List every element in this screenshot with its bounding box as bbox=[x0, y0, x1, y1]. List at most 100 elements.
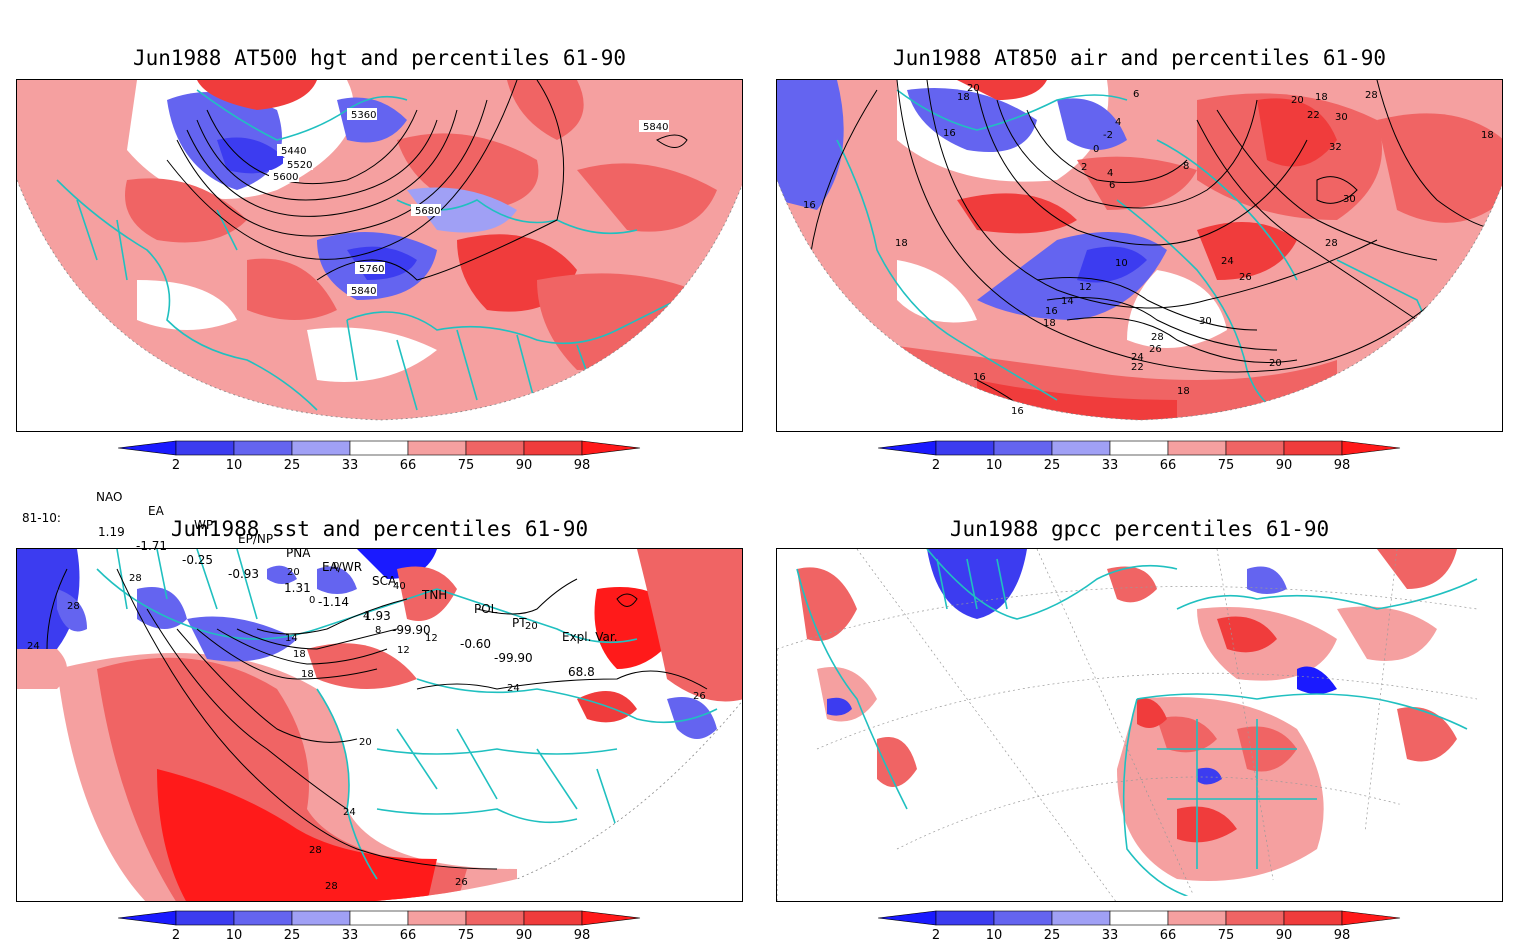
colorbar-segment bbox=[291, 440, 351, 456]
colorbar-tick-label: 98 bbox=[574, 928, 591, 943]
contour-label: 10 bbox=[1115, 258, 1128, 269]
colorbar-segment bbox=[407, 440, 467, 456]
contour-label: 20 bbox=[359, 737, 372, 748]
contour-label: 24 bbox=[27, 641, 40, 652]
contour-label: 28 bbox=[325, 881, 338, 892]
colorbar-tick-label: 10 bbox=[226, 928, 243, 943]
colorbar-tick-label: 75 bbox=[1218, 458, 1235, 473]
colorbar-tick-label: 66 bbox=[400, 928, 417, 943]
index-header: PNA bbox=[286, 546, 311, 560]
colorbar-segment bbox=[407, 910, 467, 926]
index-header: EP/NP bbox=[238, 532, 274, 546]
colorbar-segment bbox=[523, 440, 583, 456]
colorbar-arrow-low bbox=[878, 440, 937, 456]
colorbar-gpcc: 2 10 25 33 66 75 90 98 bbox=[878, 910, 1418, 946]
contour-label: 20 bbox=[967, 83, 980, 94]
panel-title-hgt: Jun1988 AT500 hgt and percentiles 61-90 bbox=[132, 46, 627, 70]
index-value: 1.19 bbox=[98, 525, 125, 539]
colorbar-segment bbox=[1109, 910, 1169, 926]
contour-label: 26 bbox=[455, 877, 468, 888]
index-value: -99.90 bbox=[392, 623, 431, 637]
colorbar-segment bbox=[993, 910, 1053, 926]
contour-label: 18 bbox=[1481, 130, 1494, 141]
colorbar-segment bbox=[1167, 910, 1227, 926]
indices-header-row: NAO EA WP EP/NP PNA EA/WR SCA TNH POL PT… bbox=[96, 476, 618, 658]
contour-label: 18 bbox=[1177, 386, 1190, 397]
contour-label: 4 bbox=[1115, 117, 1121, 128]
contour-label: 16 bbox=[803, 200, 816, 211]
contour-label: 5600 bbox=[273, 172, 298, 183]
colorbar-tick-label: 2 bbox=[932, 458, 940, 473]
contour-label: 12 bbox=[397, 645, 410, 656]
contour-label: 18 bbox=[301, 669, 314, 680]
colorbar-tick-label: 98 bbox=[1334, 458, 1351, 473]
contour-label: 20 bbox=[287, 567, 300, 578]
index-header: Expl. Var. bbox=[562, 630, 618, 644]
colorbar-segment bbox=[935, 440, 995, 456]
colorbar-tick-label: 98 bbox=[574, 458, 591, 473]
contour-label: 26 bbox=[1149, 344, 1162, 355]
index-value: 68.8 bbox=[568, 665, 595, 679]
colorbar-tick-label: 33 bbox=[342, 458, 359, 473]
panel-title-air: Jun1988 AT850 air and percentiles 61-90 bbox=[892, 46, 1387, 70]
colorbar-tick-label: 75 bbox=[1218, 928, 1235, 943]
contour-label: 0 bbox=[1093, 144, 1099, 155]
index-value: 1.31 bbox=[284, 581, 311, 595]
contour-label: 12 bbox=[1079, 282, 1092, 293]
contour-label: 32 bbox=[1329, 142, 1342, 153]
panel-title-gpcc: Jun1988 gpcc percentiles 61-90 bbox=[949, 517, 1330, 541]
colorbar-hgt: 2 10 25 33 66 75 90 98 bbox=[118, 440, 658, 476]
contour-label: 20 bbox=[1269, 358, 1282, 369]
contour-label: 8 bbox=[1183, 161, 1189, 172]
colorbar-arrow-high bbox=[1341, 440, 1401, 456]
indices-value-row: 81-10: 1.19 -1.71 -0.25 -0.93 1.31 -1.14… bbox=[22, 497, 595, 693]
contour-label: 30 bbox=[1343, 194, 1356, 205]
colorbar-tick-label: 25 bbox=[284, 458, 301, 473]
colorbar-tick-label: 25 bbox=[1044, 928, 1061, 943]
contour-label: 0 bbox=[333, 561, 339, 572]
colorbar-tick-label: 10 bbox=[986, 928, 1003, 943]
contour-label: 4 bbox=[363, 611, 369, 622]
contour-label: 18 bbox=[1043, 318, 1056, 329]
contour-label: 24 bbox=[507, 683, 520, 694]
colorbar-segment bbox=[1167, 440, 1227, 456]
colorbar-arrow-low bbox=[118, 910, 177, 926]
contour-label: 28 bbox=[309, 845, 322, 856]
colorbar-segment bbox=[291, 910, 351, 926]
contour-label: 6 bbox=[1133, 89, 1139, 100]
colorbar-tick-label: 66 bbox=[1160, 928, 1177, 943]
colorbar-arrow-low bbox=[878, 910, 937, 926]
colorbar-segment bbox=[465, 910, 525, 926]
contour-label: 14 bbox=[1061, 296, 1074, 307]
index-value: -0.25 bbox=[182, 553, 214, 567]
contour-label: 2 bbox=[1081, 162, 1087, 173]
index-header: EA/WR bbox=[322, 560, 363, 574]
contour-label: 18 bbox=[1315, 92, 1328, 103]
contour-label: 24 bbox=[343, 807, 356, 818]
colorbar-graphic: 2 10 25 33 66 75 90 98 bbox=[118, 910, 641, 943]
colorbar-tick-label: 90 bbox=[1276, 928, 1293, 943]
colorbar-tick-label: 10 bbox=[986, 458, 1003, 473]
index-header: NAO bbox=[96, 490, 123, 504]
contour-label: 5760 bbox=[359, 264, 384, 275]
contour-label: 30 bbox=[1199, 316, 1212, 327]
contour-label: 28 bbox=[1365, 90, 1378, 101]
contour-label: 5680 bbox=[415, 206, 440, 217]
colorbar-segment bbox=[1225, 910, 1285, 926]
contour-label: 4 bbox=[1107, 168, 1113, 179]
colorbar-tick-label: 90 bbox=[516, 928, 533, 943]
colorbar-segment bbox=[1283, 440, 1343, 456]
map-panel-gpcc bbox=[776, 548, 1503, 902]
map-panel-hgt: 5360 5440 5520 5600 5680 5760 5840 5840 bbox=[16, 79, 743, 432]
contour-label: 16 bbox=[973, 372, 986, 383]
colorbar-graphic: 2 10 25 33 66 75 90 98 bbox=[878, 910, 1401, 943]
contour-label: 0 bbox=[309, 595, 315, 606]
colorbar-tick-label: 33 bbox=[1102, 928, 1119, 943]
colorbar-tick-label: 66 bbox=[1160, 458, 1177, 473]
contour-label: 16 bbox=[1045, 306, 1058, 317]
index-header: EA bbox=[148, 504, 164, 518]
colorbar-segment bbox=[233, 910, 293, 926]
contour-label: 5840 bbox=[643, 122, 668, 133]
colorbar-tick-label: 75 bbox=[458, 928, 475, 943]
colorbar-arrow-low bbox=[118, 440, 177, 456]
